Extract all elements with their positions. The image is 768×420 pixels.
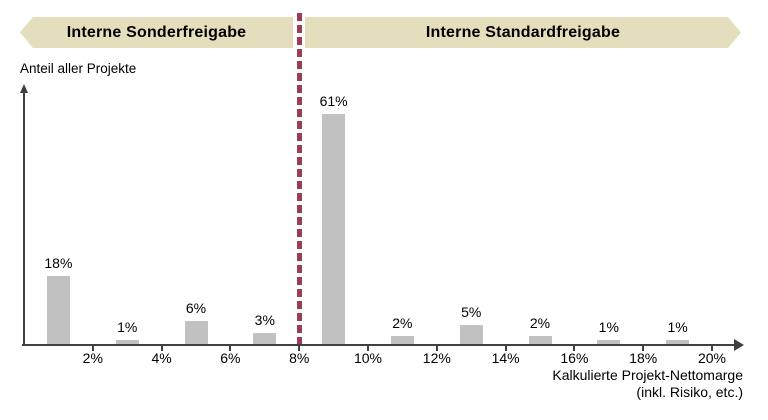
bar-value-label: 61% [319, 93, 348, 110]
y-axis [23, 92, 25, 344]
x-tick-label: 18% [629, 350, 658, 366]
x-tick [504, 344, 507, 351]
bar-value-label: 6% [185, 300, 207, 317]
bar [322, 114, 346, 344]
x-tick [229, 344, 232, 351]
bar [666, 340, 690, 344]
banner-standardfreigabe: Interne Standardfreigabe [305, 17, 741, 48]
x-tick-label: 12% [422, 350, 451, 366]
bar-value-label: 3% [254, 311, 275, 328]
bar [459, 325, 483, 344]
divider-dashed-line [297, 13, 302, 345]
bar [253, 332, 277, 344]
bar-value-label: 2% [529, 315, 551, 332]
x-tick [711, 344, 713, 351]
x-tick [573, 344, 576, 351]
bar [46, 276, 70, 344]
banner-sonderfreigabe: Interne Sonderfreigabe [20, 17, 293, 48]
x-tick [298, 344, 301, 351]
bar-value-label: 1% [667, 319, 688, 336]
x-tick-label: 6% [220, 350, 241, 366]
bar [528, 336, 552, 344]
x-axis [22, 344, 734, 346]
bar [597, 340, 621, 344]
bar-value-label: 1% [598, 319, 619, 336]
x-tick-label: 10% [353, 350, 383, 366]
bar-value-label: 2% [392, 315, 413, 332]
x-tick [160, 344, 163, 351]
x-tick [91, 344, 94, 351]
x-tick-label: 20% [697, 350, 727, 366]
bar-value-label: 5% [461, 304, 482, 321]
y-axis-arrowhead-icon [20, 84, 28, 93]
x-axis-caption-line1: Kalkulierte Projekt-Nettomarge [552, 367, 743, 383]
x-axis-arrowhead-icon [734, 339, 744, 351]
x-tick-label: 2% [82, 350, 103, 366]
x-tick [642, 344, 645, 351]
banner-standardfreigabe-label: Interne Standardfreigabe [425, 23, 621, 41]
x-tick-label: 8% [289, 350, 310, 366]
x-tick [435, 344, 438, 351]
bar [184, 321, 208, 344]
x-tick [367, 344, 369, 351]
x-tick-label: 14% [491, 350, 520, 366]
bar [115, 340, 139, 344]
x-axis-caption: Kalkulierte Projekt-Nettomarge (inkl. Ri… [400, 367, 743, 401]
y-axis-label: Anteil aller Projekte [20, 61, 137, 76]
bar-value-label: 18% [44, 255, 73, 272]
bar [390, 336, 414, 344]
bar-value-label: 1% [117, 319, 138, 336]
x-tick-label: 16% [560, 350, 589, 366]
banner-sonderfreigabe-label: Interne Sonderfreigabe [66, 23, 247, 41]
x-tick-label: 4% [151, 350, 172, 366]
x-axis-caption-line2: (inkl. Risiko, etc.) [636, 384, 743, 400]
